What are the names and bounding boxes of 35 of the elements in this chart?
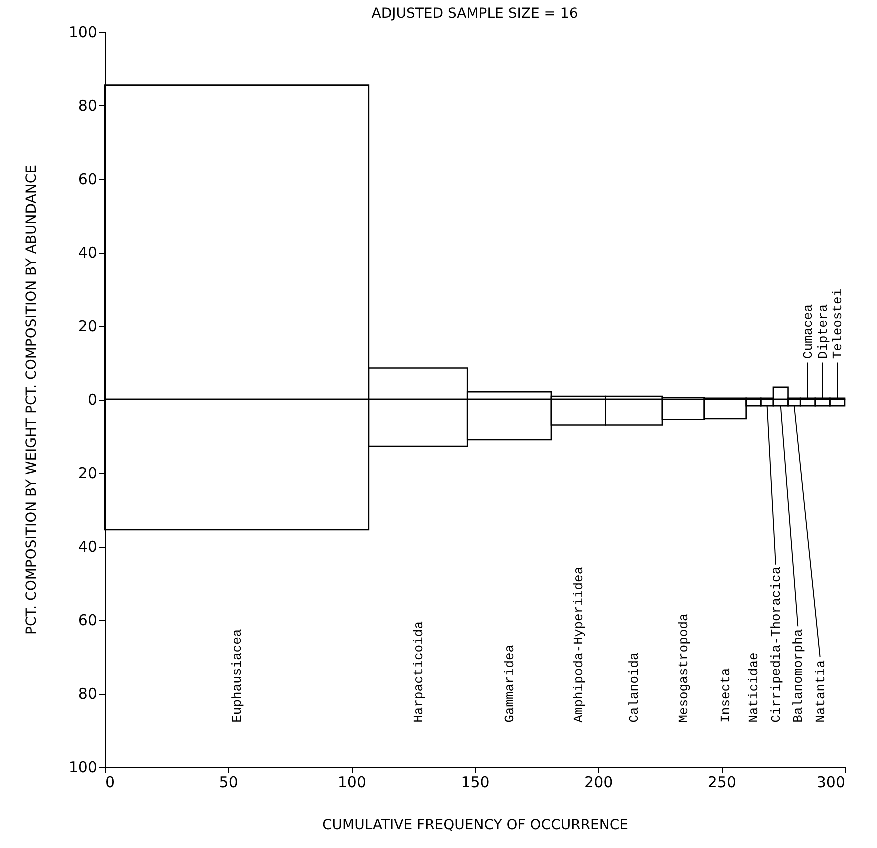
x-tick-label: 0 xyxy=(106,774,116,792)
annotation: Harpacticoida xyxy=(411,621,426,723)
x-tick-label: 300 xyxy=(816,774,846,792)
y-tick-label: 20 xyxy=(78,318,98,336)
annotation: Diptera xyxy=(816,304,831,360)
annotation: Teleostei xyxy=(830,288,846,360)
annotation: Cirripedia-Thoracica xyxy=(768,566,784,723)
y-tick-label: 80 xyxy=(78,685,98,703)
x-tick-label: 150 xyxy=(461,774,490,792)
y-tick-label: 80 xyxy=(78,97,98,115)
y-tick-label: 40 xyxy=(78,538,98,556)
x-tick-label: 200 xyxy=(584,774,614,792)
x-tick-label: 250 xyxy=(708,774,736,792)
y-axis-title: PCT. COMPOSITION BY WEIGHT PCT. COMPOSITION BY ABUNDANCE xyxy=(24,165,40,635)
y-tick-label: 100 xyxy=(68,758,98,776)
annotation: Euphausiacea xyxy=(230,629,245,723)
annotation: Naticidae xyxy=(746,652,762,723)
annotation: Natantia xyxy=(813,660,828,723)
annotation: Insecta xyxy=(718,668,734,723)
chart-title: ADJUSTED SAMPLE SIZE = 16 xyxy=(372,6,578,22)
y-tick-label: 0 xyxy=(88,391,98,409)
x-axis-title: CUMULATIVE FREQUENCY OF OCCURRENCE xyxy=(322,818,628,834)
annotation: Amphipoda-Hyperiidea xyxy=(572,566,587,723)
y-tick-label: 100 xyxy=(68,24,98,42)
annotation: Mesogastropoda xyxy=(676,613,692,723)
annotation: Balanomorpha xyxy=(791,629,806,723)
y-tick-label: 60 xyxy=(78,612,98,630)
y-tick-label: 60 xyxy=(78,170,98,188)
annotation: Gammaridea xyxy=(502,644,518,723)
x-tick-label: 100 xyxy=(338,774,366,792)
y-tick-label: 20 xyxy=(78,464,98,482)
x-tick-label: 50 xyxy=(219,774,238,792)
annotation: Calanoida xyxy=(627,652,642,723)
y-tick-label: 40 xyxy=(78,244,98,262)
annotation: Cumacea xyxy=(801,304,816,360)
